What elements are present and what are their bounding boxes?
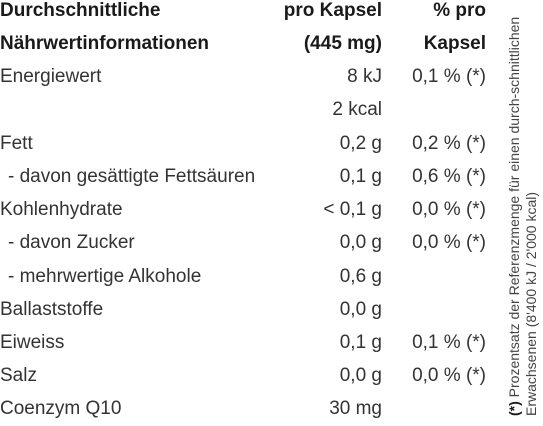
nutrient-value: 0,1 g [339, 332, 382, 353]
nutrient-name: Energiewert [0, 66, 102, 87]
reference-footnote-text: (*) Prozentsatz der Referenzmenge für ei… [506, 6, 540, 416]
table-row: Eiweiss 0,1 g 0,1 % (*) [0, 326, 500, 360]
nutrient-value: 0,2 g [339, 133, 382, 154]
nutrient-name: - davon Zucker [8, 232, 135, 253]
nutrient-name: - davon gesättigte Fettsäuren [8, 166, 256, 187]
header-name-line1: Durchschnittliche [0, 0, 161, 21]
nutrient-name: Ballaststoffe [0, 299, 104, 320]
header-percent-line2: Kapsel [423, 33, 486, 54]
nutrient-value: 8 kJ [347, 66, 382, 87]
nutrient-value: 0,6 g [339, 266, 382, 287]
nutrient-value: 30 mg [329, 398, 382, 419]
nutrient-name: Salz [0, 365, 37, 386]
reference-footnote: (*) Prozentsatz der Referenzmenge für ei… [502, 0, 543, 422]
header-name-line2: Nährwertinformationen [0, 33, 210, 54]
header-row-2: Nährwertinformationen (445 mg) Kapsel [0, 27, 500, 61]
nutrient-value: 2 kcal [332, 99, 382, 120]
footnote-text: Prozentsatz der Referenzmenge für einen … [505, 16, 539, 416]
table-row: Coenzym Q10 30 mg [0, 392, 500, 426]
nutrient-name: - mehrwertige Alkohole [8, 266, 202, 287]
nutrient-percent: 0,0 % (*) [412, 199, 486, 220]
table-row: 2 kcal [0, 93, 500, 127]
table-row: Salz 0,0 g 0,0 % (*) [0, 359, 500, 393]
nutrient-name: Eiweiss [0, 332, 65, 353]
table-row: - davon Zucker 0,0 g 0,0 % (*) [0, 226, 500, 260]
nutrient-percent: 0,2 % (*) [412, 133, 486, 154]
nutrient-percent: 0,0 % (*) [412, 365, 486, 386]
nutrient-percent: 0,1 % (*) [412, 66, 486, 87]
footnote-marker: (*) [505, 401, 522, 416]
nutrient-value: 0,0 g [339, 299, 382, 320]
header-row-1: Durchschnittliche pro Kapsel % pro [0, 0, 500, 28]
header-per-capsule-line1: pro Kapsel [283, 0, 382, 21]
nutrient-value: 0,0 g [339, 365, 382, 386]
nutrient-name: Fett [0, 133, 33, 154]
nutrient-percent: 0,0 % (*) [412, 232, 486, 253]
nutrient-percent: 0,6 % (*) [412, 166, 486, 187]
table-row: Energiewert 8 kJ 0,1 % (*) [0, 60, 500, 94]
nutrient-name: Coenzym Q10 [0, 398, 122, 419]
table-row: - mehrwertige Alkohole 0,6 g [0, 260, 500, 294]
nutrient-name: Kohlenhydrate [0, 199, 123, 220]
nutrient-value: 0,0 g [339, 232, 382, 253]
table-row: Kohlenhydrate < 0,1 g 0,0 % (*) [0, 193, 500, 227]
nutrient-value: < 0,1 g [323, 199, 382, 220]
header-per-capsule-line2: (445 mg) [303, 33, 382, 54]
nutrient-percent: 0,1 % (*) [412, 332, 486, 353]
table-row: Fett 0,2 g 0,2 % (*) [0, 127, 500, 161]
nutrient-value: 0,1 g [339, 166, 382, 187]
header-percent-line1: % pro [433, 0, 486, 21]
table-row: Ballaststoffe 0,0 g [0, 293, 500, 327]
table-row: - davon gesättigte Fettsäuren 0,1 g 0,6 … [0, 160, 500, 194]
